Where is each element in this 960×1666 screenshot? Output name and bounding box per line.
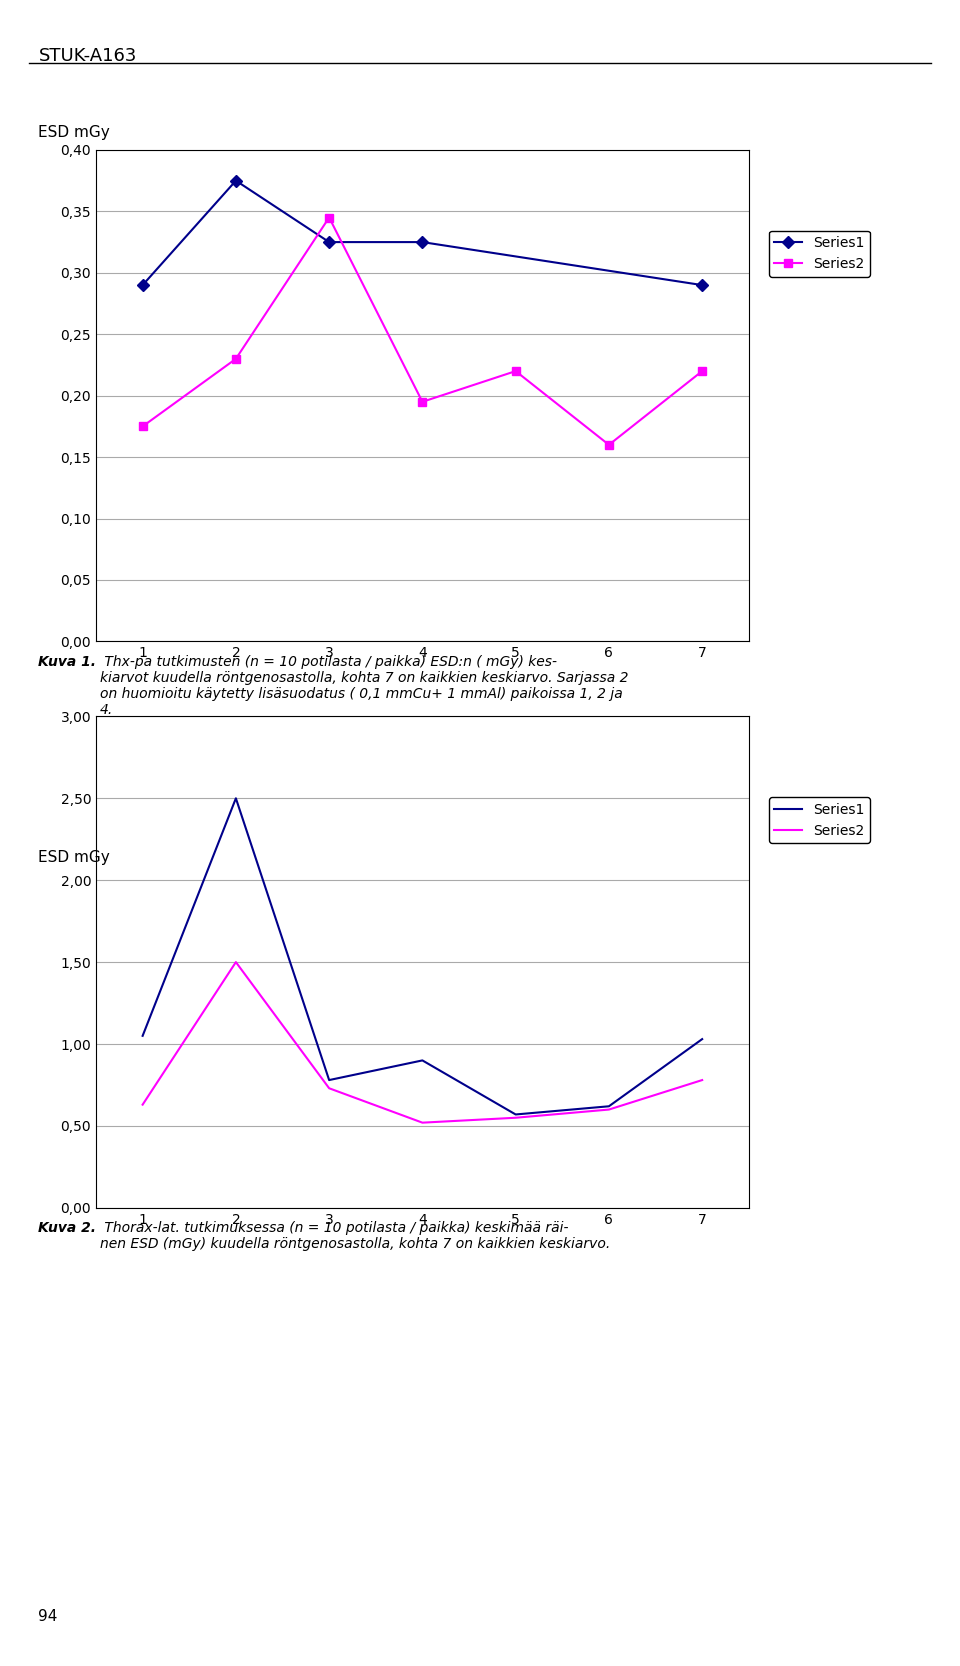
- Text: 94: 94: [38, 1609, 58, 1624]
- Text: Thx-pa tutkimusten (n = 10 potilasta / paikka) ESD:n ( mGy) kes-
kiarvot kuudell: Thx-pa tutkimusten (n = 10 potilasta / p…: [100, 655, 629, 718]
- Text: Kuva 2.: Kuva 2.: [38, 1221, 96, 1235]
- Text: Thorax-lat. tutkimuksessa (n = 10 potilasta / paikka) keskimää räi-
nen ESD (mGy: Thorax-lat. tutkimuksessa (n = 10 potila…: [100, 1221, 611, 1251]
- Text: ESD mGy: ESD mGy: [38, 850, 110, 865]
- Legend: Series1, Series2: Series1, Series2: [769, 796, 870, 843]
- Text: ESD mGy: ESD mGy: [38, 125, 110, 140]
- Text: Kuva 1.: Kuva 1.: [38, 655, 96, 668]
- Legend: Series1, Series2: Series1, Series2: [769, 230, 870, 277]
- Text: STUK-A163: STUK-A163: [38, 47, 136, 65]
